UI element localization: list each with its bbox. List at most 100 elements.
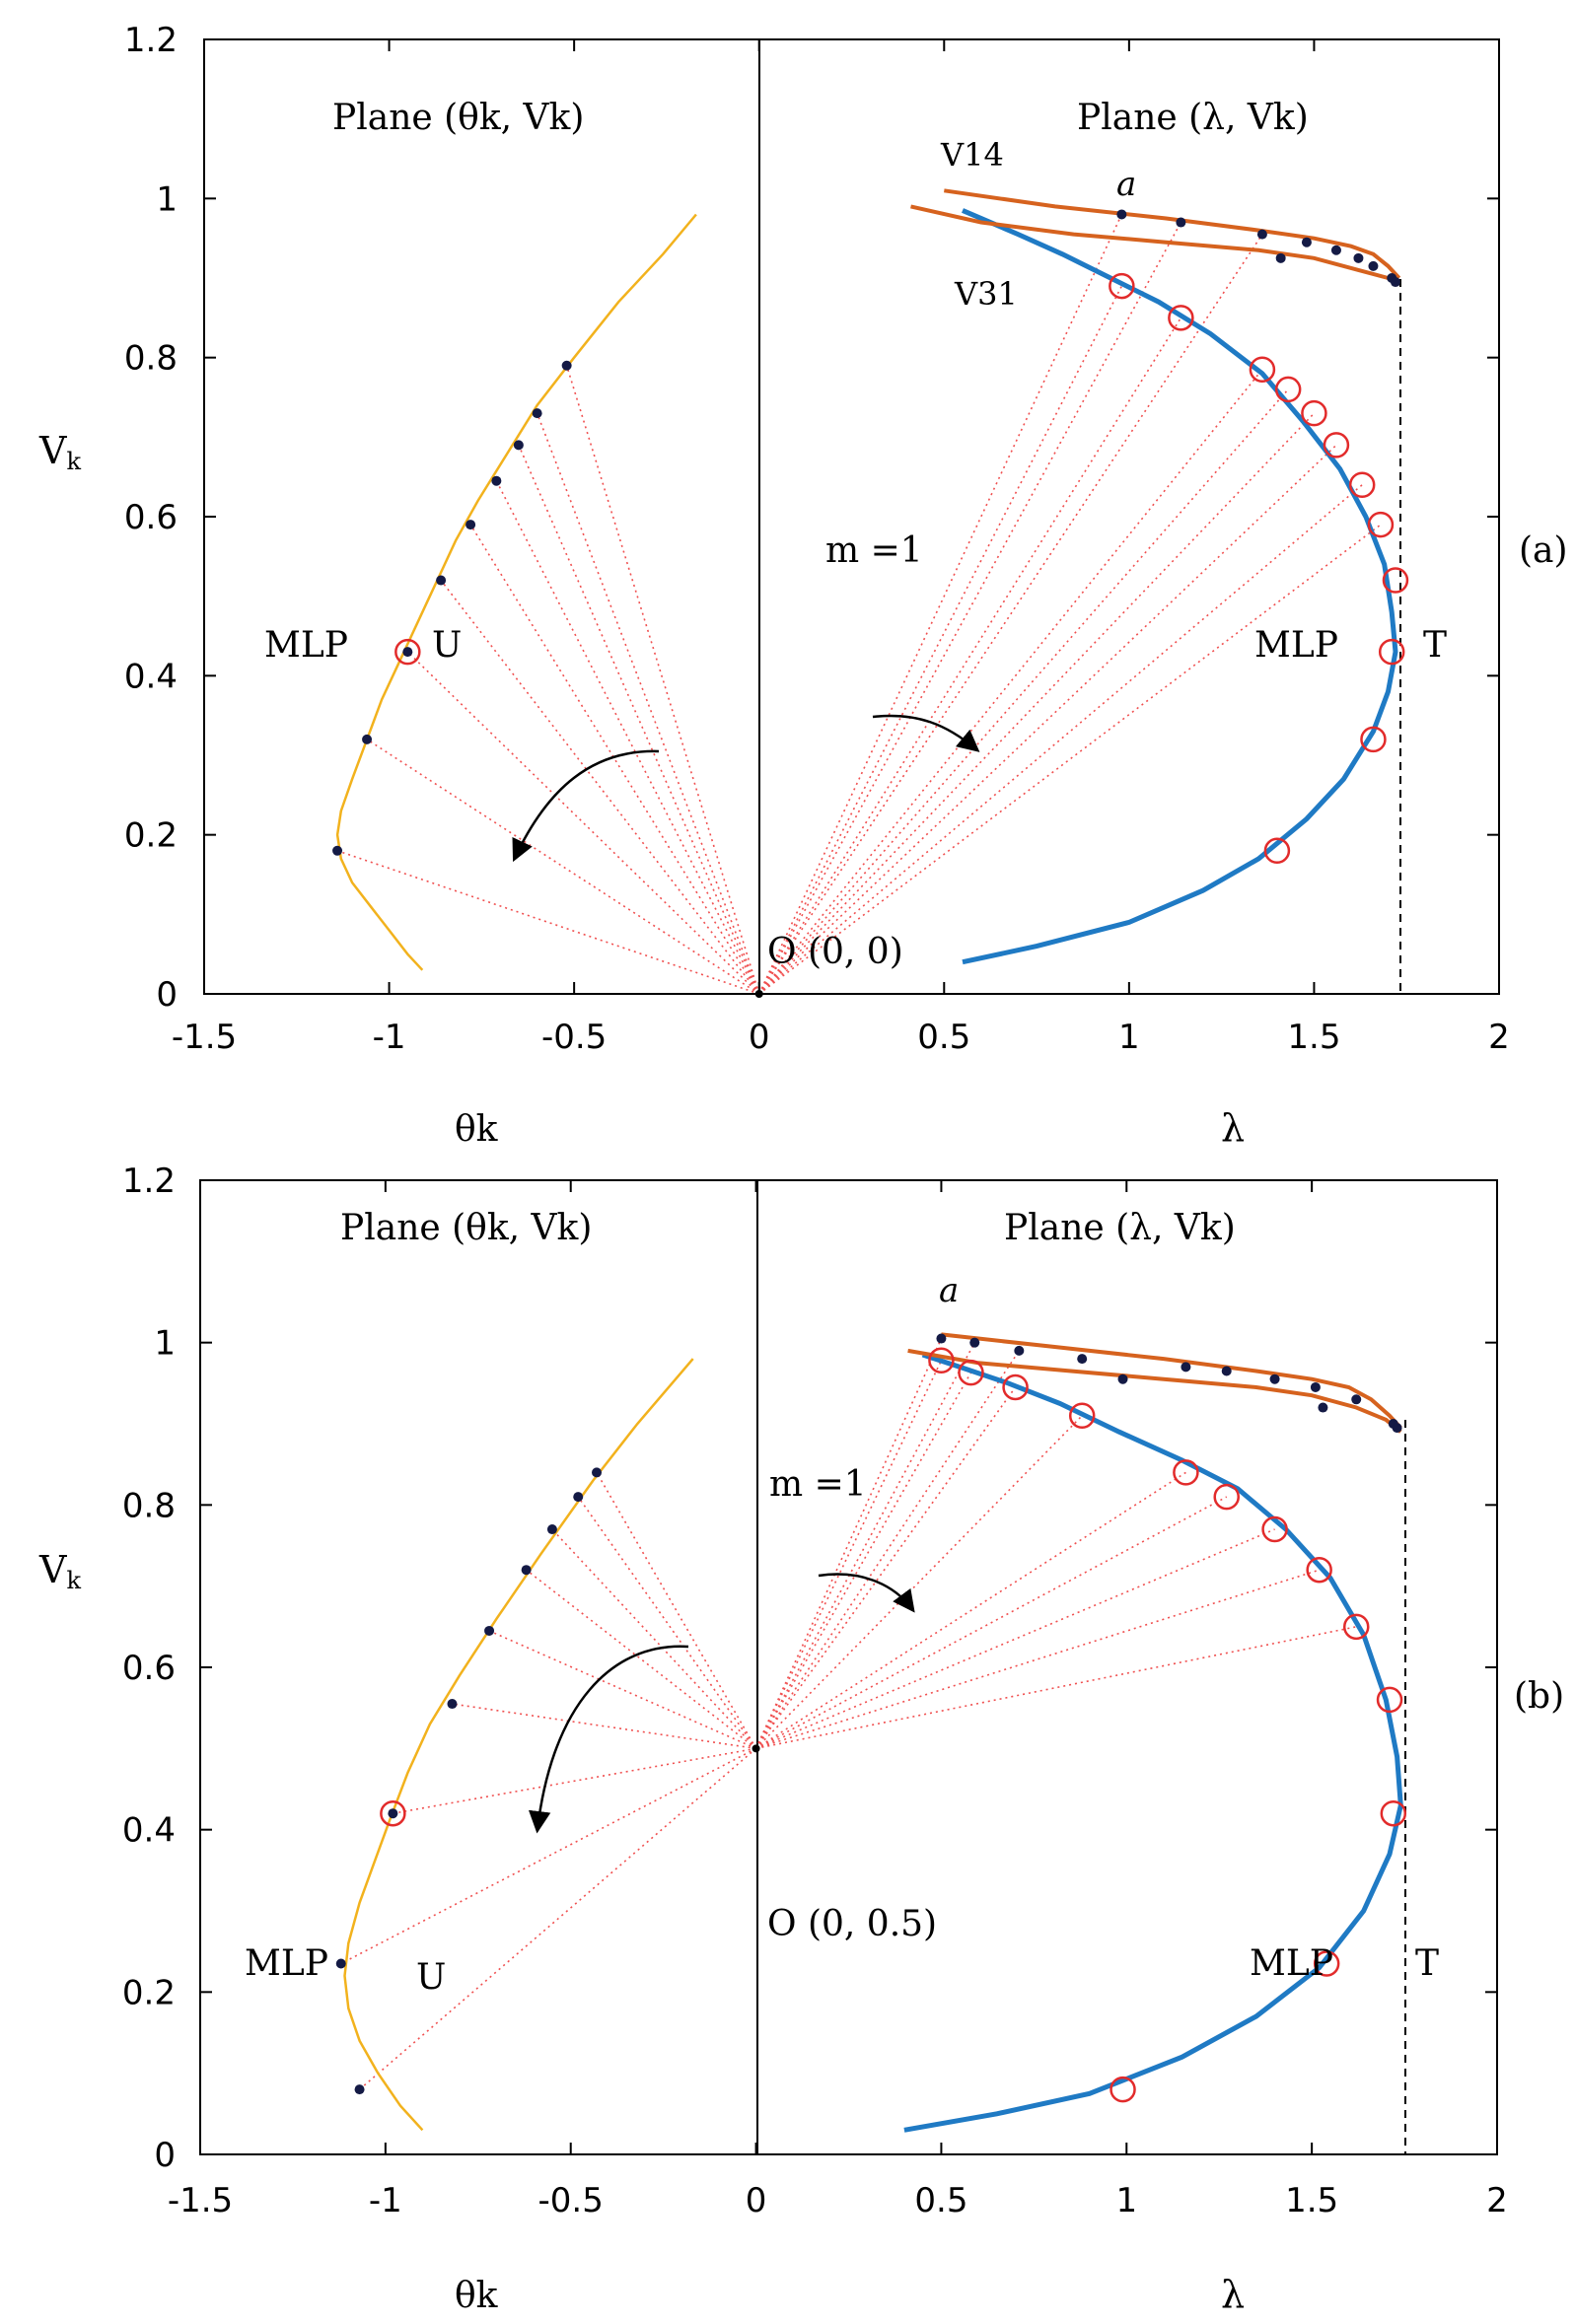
theta-point: [332, 845, 343, 856]
v14-point: [1181, 1362, 1191, 1373]
theta-point: [335, 1958, 346, 1969]
m-label: m =1: [825, 530, 923, 571]
y-tick-label: 0.6: [122, 1649, 176, 1688]
v14-point: [1330, 245, 1341, 255]
projection-ray: [757, 214, 1123, 995]
m-label: m =1: [769, 1464, 867, 1505]
right-plane-title: Plane (λ, Vk): [1077, 98, 1309, 138]
projection-ray: [526, 1569, 757, 1749]
v14-point: [1368, 260, 1379, 271]
y-tick-label: 1: [156, 179, 178, 219]
x-tick-label: 0.5: [917, 1018, 970, 1057]
x-tick-label: 1.5: [1287, 1018, 1340, 1057]
origin-point: [752, 1744, 760, 1753]
theta-point: [546, 1524, 557, 1535]
x-tick-label: 1: [1118, 1018, 1140, 1057]
pv-marker: [1342, 1613, 1370, 1641]
theta-v-curve: [335, 213, 697, 971]
pv-marker: [1378, 638, 1405, 666]
pv-marker: [1367, 511, 1395, 538]
pv-marker: [1274, 376, 1302, 403]
mlp-u-point: [388, 1808, 398, 1819]
projection-ray: [518, 445, 760, 995]
pv-marker: [958, 1359, 984, 1386]
rotation-arrow-left: [528, 1645, 689, 1834]
v14-point: [1353, 252, 1364, 263]
plot-frame: [203, 38, 1500, 995]
y-tick-label: 0.4: [122, 1811, 176, 1851]
theta-point: [561, 360, 572, 371]
v31-point: [1117, 1373, 1128, 1384]
y-tick-label: 0.8: [124, 339, 178, 379]
y-tick-label: 0.8: [122, 1486, 176, 1525]
x-tick-label: 0: [746, 2181, 767, 2220]
theta-point: [465, 520, 476, 530]
pv-marker: [1261, 1515, 1288, 1543]
y-tick-label: 1.2: [124, 21, 178, 60]
v31-label: V31: [954, 275, 1018, 313]
theta-point: [362, 734, 373, 744]
projection-ray: [758, 317, 1182, 995]
pv-marker: [1376, 1686, 1403, 1714]
left-plane-title: Plane (θk, Vk): [340, 1208, 592, 1248]
v14-point: [1301, 237, 1312, 247]
projection-ray: [495, 480, 760, 995]
v14-point: [1310, 1381, 1321, 1392]
mlp-left-label: MLP: [245, 1943, 328, 1984]
x-tick-label: 0: [749, 1018, 770, 1057]
x-tick-label: -1.5: [172, 1018, 237, 1057]
x-tick-label: -0.5: [541, 1018, 607, 1057]
mlp-u-marker: [380, 1799, 406, 1827]
v14-point: [1077, 1354, 1088, 1365]
v14-point: [1176, 217, 1186, 228]
pv-marker: [1173, 1459, 1199, 1486]
projection-ray: [758, 484, 1363, 995]
v14-point: [969, 1337, 980, 1348]
theta-point: [592, 1467, 603, 1478]
panel-label-a: (a): [1519, 530, 1568, 571]
projection-ray: [754, 1338, 943, 1749]
v14-label: V14: [940, 136, 1004, 174]
v31-curve: [907, 1348, 1402, 1434]
right-plane-title: Plane (λ, Vk): [1004, 1208, 1236, 1248]
y-tick-label: 0: [156, 975, 178, 1015]
pv-marker: [1348, 471, 1376, 498]
x-tick-label: 1.5: [1285, 2181, 1338, 2220]
y-tick-label: 0.2: [124, 816, 178, 856]
t-label: T: [1423, 625, 1447, 666]
mlp-right-label: MLP: [1250, 1943, 1333, 1984]
projection-ray: [551, 1528, 757, 1749]
projection-ray: [536, 412, 760, 995]
x-tick-label: 1: [1115, 2181, 1137, 2220]
pv-marker: [1323, 432, 1350, 458]
projection-ray: [758, 388, 1289, 995]
v14-curve: [944, 188, 1401, 280]
theta-point: [491, 475, 502, 486]
pv-marker: [1301, 399, 1327, 427]
theta-point: [354, 2084, 365, 2095]
y-tick-label: 1.2: [122, 1162, 176, 1201]
x-tick-label: 0.5: [914, 2181, 967, 2220]
projection-ray: [577, 1496, 757, 1749]
theta-point: [436, 575, 447, 586]
projection-ray: [758, 369, 1263, 995]
y-tick-label: 0.6: [124, 498, 178, 537]
pv-marker: [1109, 272, 1135, 300]
projection-ray: [755, 1569, 1320, 1750]
v14-point: [1256, 229, 1267, 240]
projection-ray: [758, 234, 1263, 995]
panel-b: 0 0.2 0.4 0.6 0.8 1 1.2 -1.5 -1 -0.5 0 0.5 1 1.5 2 Vk…: [38, 1162, 1564, 2316]
pv-marker: [1382, 567, 1409, 594]
plot-frame: [199, 1179, 1498, 2155]
v14-curve: [941, 1332, 1402, 1430]
y-tick-label: 0: [154, 2136, 176, 2175]
projection-ray: [469, 524, 760, 995]
projection-ray: [758, 524, 1382, 995]
u-label: U: [432, 625, 462, 666]
pv-marker: [1360, 726, 1387, 753]
projection-ray: [452, 1703, 756, 1750]
pv-marker: [1110, 2076, 1136, 2103]
mlp-u-point: [402, 647, 413, 658]
projection-ray: [755, 1471, 1186, 1750]
